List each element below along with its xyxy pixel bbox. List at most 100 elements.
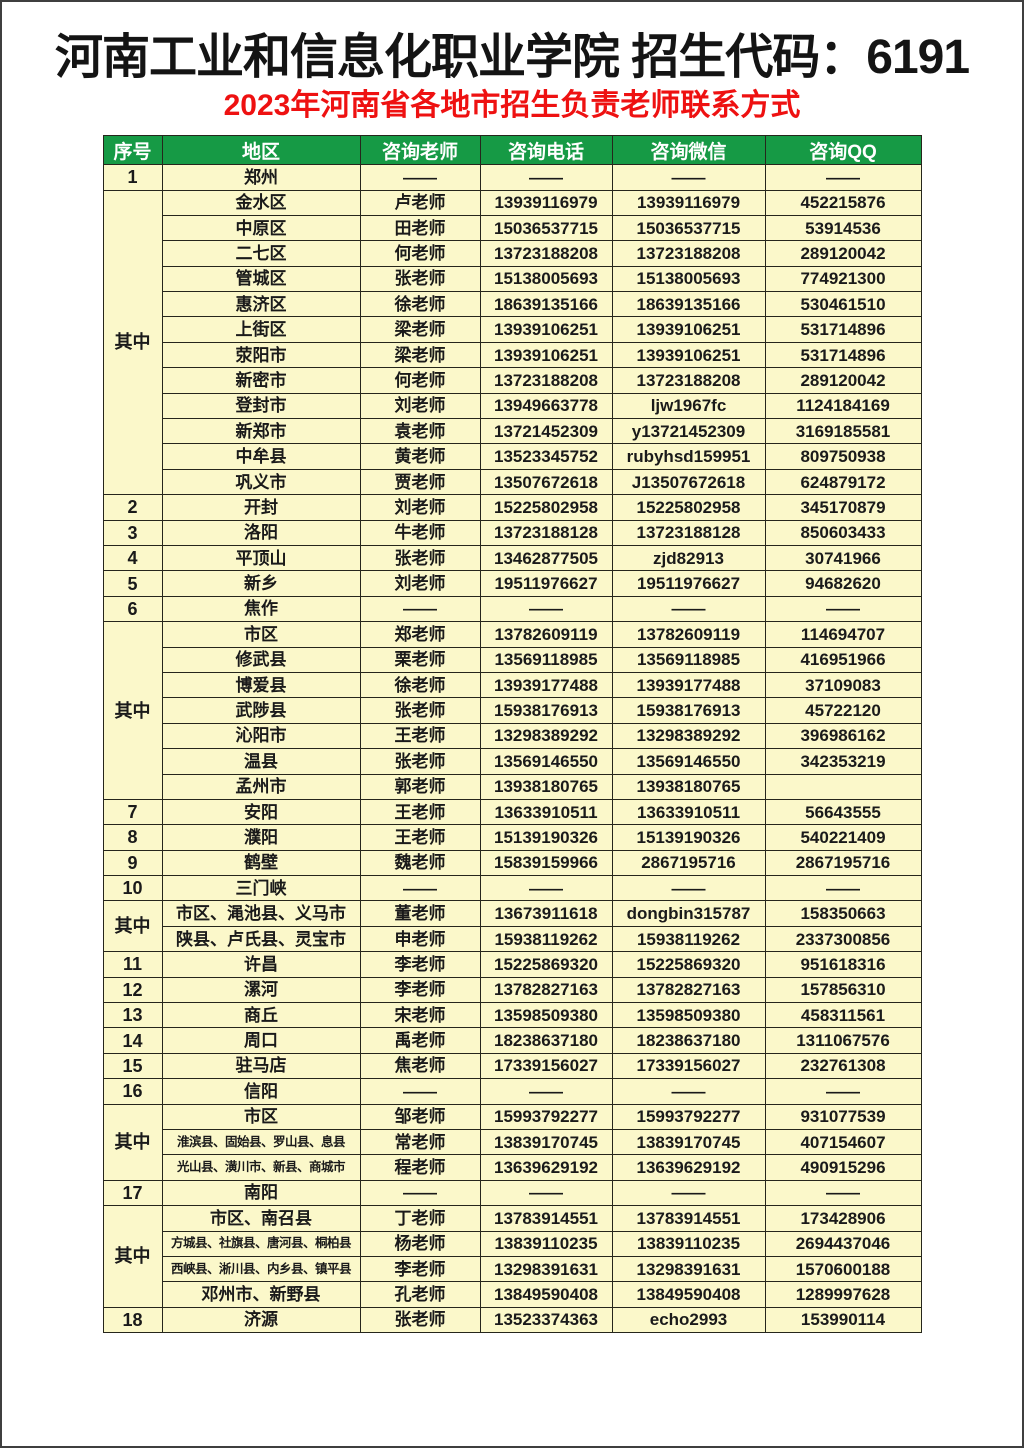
wechat-cell: 13782827163: [611, 976, 766, 1004]
wechat-cell: 13723188208: [611, 240, 766, 267]
teacher-cell: 郑老师: [359, 621, 481, 648]
teacher-cell: 王老师: [359, 798, 481, 826]
table-row: 方城县、社旗县、唐河县、桐柏县 杨老师 13839110235 13839110235…: [103, 1230, 922, 1257]
wechat-cell: 15938176913: [611, 697, 766, 724]
region-cell: 南阳: [161, 1179, 361, 1207]
qq-cell: 173428906: [764, 1205, 922, 1232]
qq-cell: 153990114: [764, 1306, 922, 1334]
qq-cell: 1124184169: [764, 392, 922, 420]
teacher-cell: 栗老师: [359, 646, 481, 673]
region-cell: 三门峡: [161, 875, 361, 902]
table-row: 4 平顶山 张老师 13462877505 zjd82913 30741966: [102, 544, 922, 572]
wechat-cell: ——: [611, 595, 766, 623]
col-header-teacher: 咨询老师: [359, 135, 481, 166]
row-number-cell: 1: [102, 164, 163, 191]
table-row: 其中 金水区 卢老师 13939116979 13939116979 452215876: [102, 189, 922, 496]
col-header-phone: 咨询电话: [479, 135, 613, 166]
phone-cell: 13939177488: [479, 671, 613, 699]
table-row: 光山县、潢川市、新县、商城市 程老师 13639629192 13639629192 4…: [103, 1154, 922, 1181]
teacher-cell: 李老师: [359, 951, 481, 978]
table-row: 沁阳市 王老师 13298389292 13298389292 396986162: [103, 722, 922, 750]
qq-cell: 540221409: [764, 824, 922, 851]
qq-cell: 774921300: [764, 265, 922, 293]
phone-cell: 13507672618: [479, 468, 613, 496]
wechat-cell: 15138005693: [611, 265, 766, 293]
qq-cell: 2867195716: [764, 849, 922, 877]
phone-cell: 13839170745: [479, 1128, 613, 1156]
region-cell: 濮阳: [161, 824, 361, 851]
wechat-cell: 13723188128: [611, 519, 766, 546]
teacher-cell: 贾老师: [359, 468, 481, 496]
qq-cell: 396986162: [764, 722, 922, 750]
region-cell: 新郑市: [161, 418, 361, 445]
table-row: 2 开封 刘老师 15225802958 15225802958 345170879: [102, 494, 922, 521]
teacher-cell: 常老师: [359, 1128, 481, 1156]
region-cell: 光山县、潢川市、新县、商城市: [161, 1154, 361, 1181]
phone-cell: 15938176913: [479, 697, 613, 724]
region-cell: 安阳: [161, 798, 361, 826]
phone-cell: 13633910511: [479, 798, 613, 826]
region-cell: 二七区: [161, 240, 361, 267]
region-cell: 市区: [161, 1103, 361, 1130]
table-row: 邓州市、新野县 孔老师 13849590408 13849590408 12899976…: [103, 1281, 922, 1308]
table-row: 中牟县 黄老师 13523345752 rubyhsd159951 809750938: [103, 443, 922, 470]
region-cell: 漯河: [161, 976, 361, 1004]
table-body: 1 郑州 —— —— —— —— 其中 金水区 卢老师 13939116979 1393911697…: [102, 164, 922, 1334]
region-cell: 洛阳: [161, 519, 361, 546]
wechat-cell: ——: [611, 875, 766, 902]
page-subtitle: 2023年河南省各地市招生负责老师联系方式: [223, 88, 801, 122]
qq-cell: ——: [764, 875, 922, 902]
col-header-qq: 咨询QQ: [764, 135, 922, 166]
qq-cell: 158350663: [764, 900, 922, 927]
phone-cell: 15139190326: [479, 824, 613, 851]
region-cell: 沁阳市: [161, 722, 361, 750]
teacher-cell: ——: [359, 595, 481, 623]
phone-cell: 13782609119: [479, 621, 613, 648]
phone-cell: 15225802958: [479, 494, 613, 521]
table-row: 孟州市 郭老师 13938180765 13938180765: [103, 773, 922, 800]
phone-cell: 13839110235: [479, 1230, 613, 1257]
table-row: 中原区 田老师 15036537715 15036537715 53914536: [103, 214, 922, 242]
row-number-cell: 15: [102, 1052, 163, 1080]
wechat-cell: 13569118985: [611, 646, 766, 673]
qq-cell: 53914536: [764, 214, 922, 242]
phone-cell: 15225869320: [479, 951, 613, 978]
teacher-cell: ——: [359, 875, 481, 902]
wechat-cell: y13721452309: [611, 418, 766, 445]
row-number-cell: 10: [102, 875, 163, 902]
wechat-cell: J13507672618: [611, 468, 766, 496]
phone-cell: 13949663778: [479, 392, 613, 420]
table-row: 管城区 张老师 15138005693 15138005693 774921300: [103, 265, 922, 293]
table-row: 其中 市区、南召县 丁老师 13783914551 13783914551 1734289…: [102, 1205, 922, 1308]
wechat-cell: 13839110235: [611, 1230, 766, 1257]
qq-cell: 624879172: [764, 468, 922, 496]
qq-cell: 1311067576: [764, 1027, 922, 1054]
teacher-cell: 王老师: [359, 824, 481, 851]
region-cell: 平顶山: [161, 544, 361, 572]
wechat-cell: ——: [611, 164, 766, 191]
region-cell: 鹤壁: [161, 849, 361, 877]
table-row: 武陟县 张老师 15938176913 15938176913 45722120: [103, 697, 922, 724]
teacher-cell: 孔老师: [359, 1281, 481, 1308]
phone-cell: ——: [479, 164, 613, 191]
qq-cell: 530461510: [764, 291, 922, 318]
wechat-cell: 15225869320: [611, 951, 766, 978]
phone-cell: 15839159966: [479, 849, 613, 877]
wechat-cell: 13633910511: [611, 798, 766, 826]
table-row: 巩义市 贾老师 13507672618 J13507672618 624879172: [103, 468, 922, 496]
qq-cell: ——: [764, 1078, 922, 1105]
table-row: 8 濮阳 王老师 15139190326 15139190326 540221409: [102, 824, 922, 851]
phone-cell: 13462877505: [479, 544, 613, 572]
wechat-cell: 13598509380: [611, 1002, 766, 1029]
phone-cell: 15993792277: [479, 1103, 613, 1130]
phone-cell: 13298389292: [479, 722, 613, 750]
qq-cell: 458311561: [764, 1002, 922, 1029]
region-cell: 陕县、卢氏县、灵宝市: [161, 925, 361, 953]
qq-cell: 30741966: [764, 544, 922, 572]
region-cell: 武陟县: [161, 697, 361, 724]
region-cell: 淮滨县、固始县、罗山县、息县: [161, 1128, 361, 1156]
phone-cell: 13298391631: [479, 1255, 613, 1283]
region-cell: 开封: [161, 494, 361, 521]
qq-cell: 1289997628: [764, 1281, 922, 1308]
wechat-cell: ——: [611, 1179, 766, 1207]
